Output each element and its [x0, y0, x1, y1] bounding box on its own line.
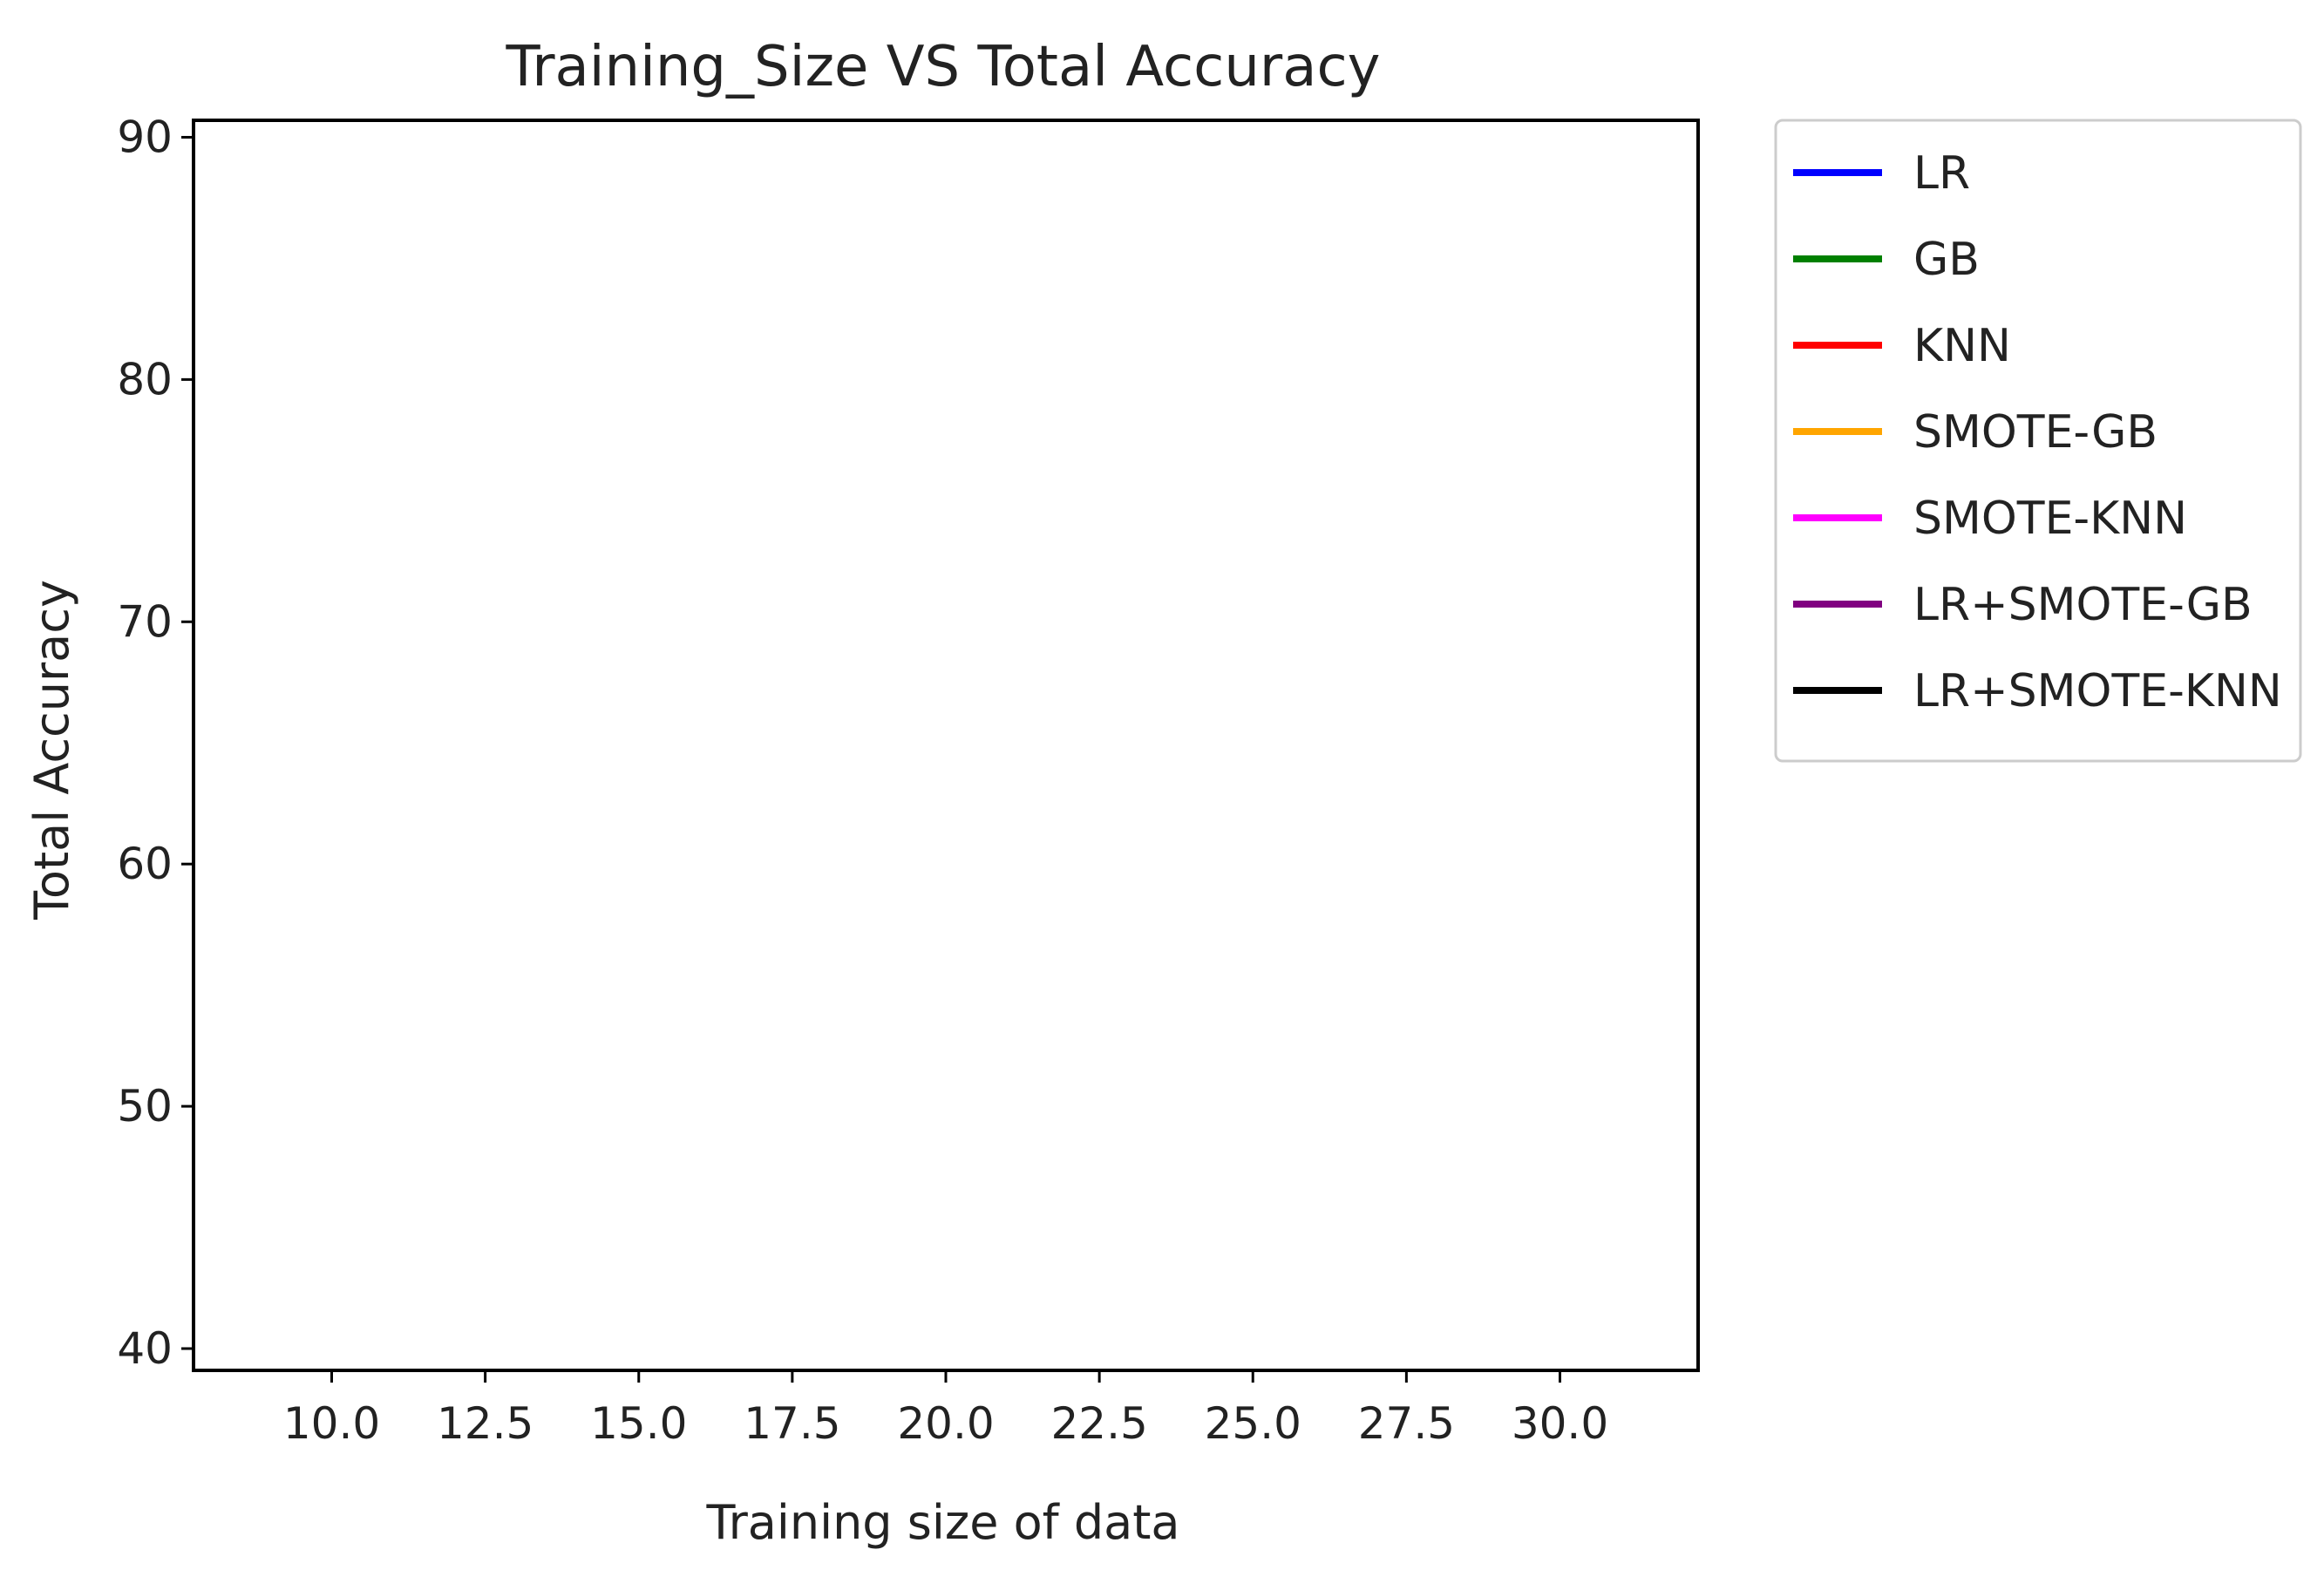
legend-label: SMOTE-KNN [1913, 493, 2187, 545]
legend-label: KNN [1913, 320, 2011, 372]
y-tick-label: 50 [117, 1081, 173, 1132]
chart-title: Training_Size VS Total Accuracy [506, 35, 1381, 99]
legend-label: SMOTE-GB [1913, 406, 2158, 459]
x-tick-label: 15.0 [590, 1398, 687, 1449]
x-tick-label: 17.5 [744, 1398, 840, 1449]
legend-label: LR [1913, 147, 1970, 200]
axes: 40 50 60 70 80 90 10.0 12.5 15.0 17.5 20.0 22.5 25.0… [117, 112, 1700, 1449]
x-tick-label: 25.0 [1205, 1398, 1301, 1449]
x-tick-label: 22.5 [1050, 1398, 1147, 1449]
legend: LR GB KNN SMOTE-GB SMOTE-KNN LR+SMOTE-GB LR+SM… [1774, 119, 2302, 763]
legend-label: LR+SMOTE-KNN [1913, 665, 2282, 717]
x-tick-label: 30.0 [1512, 1398, 1608, 1449]
y-tick-label: 40 [117, 1323, 173, 1374]
y-axis-title: Total Accuracy [24, 580, 79, 921]
x-axis-title: Training size of data [706, 1495, 1180, 1550]
x-tick-label: 10.0 [283, 1398, 380, 1449]
legend-box [1774, 119, 2302, 763]
y-tick-label: 70 [117, 596, 173, 647]
x-tick-label: 12.5 [437, 1398, 533, 1449]
y-tick-label: 80 [117, 354, 173, 404]
plot-frame [192, 119, 1700, 1372]
x-tick-label: 20.0 [897, 1398, 994, 1449]
legend-label: GB [1913, 234, 1980, 286]
legend-label: LR+SMOTE-GB [1913, 579, 2253, 631]
x-tick-label: 27.5 [1358, 1398, 1455, 1449]
y-tick-label: 90 [117, 112, 173, 162]
y-tick-label: 60 [117, 839, 173, 889]
